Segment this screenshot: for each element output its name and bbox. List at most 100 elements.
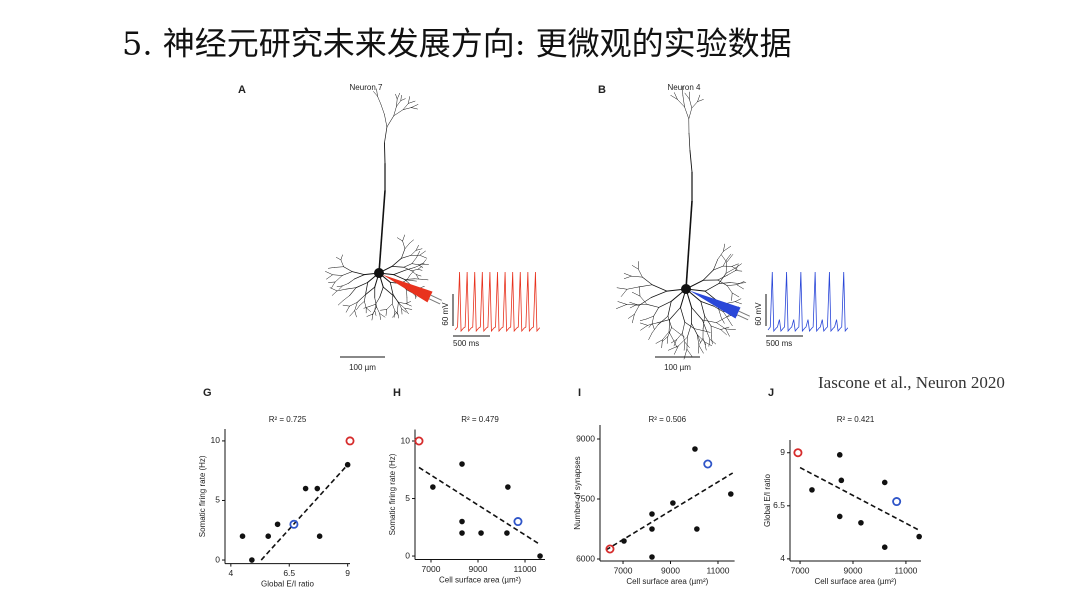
dendrite [653,307,660,317]
dendrite [677,99,685,108]
dendrite [734,301,742,305]
y-tick-label: 9000 [576,433,595,443]
dendrite [340,259,344,267]
dendrite [331,281,336,289]
y-tick-label: 7500 [576,493,595,503]
time-label: 500 ms [766,339,792,348]
dendrite [335,257,342,261]
neuron-figures: 60 mV 500 ms 100 µm A Neuron 7 60 mV 500 ms 100… [238,83,849,372]
dendrite [708,338,711,347]
dendrite [661,339,663,349]
dendrite [421,279,429,281]
dendrite [698,345,704,354]
dendrite [728,319,733,327]
dendrite [391,265,405,268]
dendrite [401,308,407,313]
dendrite [717,274,728,281]
dendrite [405,303,412,307]
dendrite [632,313,635,324]
dendrite [419,250,426,256]
apical-trunk [685,200,693,290]
dendrite [416,250,420,258]
highlight-point [289,519,299,529]
dendrite [410,250,417,256]
dendrite [710,325,721,330]
dendrite [327,267,336,269]
dendrite [673,340,678,348]
dendrite [628,313,635,319]
dendrite [730,282,740,284]
dendrite [380,309,387,311]
dendrite [616,304,628,309]
dendrite [372,306,377,315]
dendrite [415,274,422,277]
dendrite [687,323,692,338]
dendrite [691,307,703,321]
dendrite [620,289,628,297]
dendrite [640,325,648,331]
dendrite [734,298,742,302]
dendrite [342,283,349,287]
dendrite [617,301,628,305]
point [858,519,864,526]
dendrite [680,307,686,323]
point [836,452,843,458]
dendrite [725,261,727,274]
dendrite [725,328,730,337]
dendrite [723,245,732,252]
r-squared: R² = 0.725 [269,415,307,424]
dendrite [389,282,394,295]
panel-letter: H [393,387,401,399]
x-tick-label: 7000 [614,565,633,575]
dendrite [702,319,717,323]
dendrite [726,285,733,294]
dendrite [404,242,410,249]
point [916,533,922,540]
dendrite [639,322,648,326]
point [302,485,309,492]
dendrite [709,338,717,345]
dendrite [734,263,742,269]
dendrite [646,304,660,308]
dendrite [405,267,416,271]
dendrite [393,274,406,280]
dendrite [405,301,411,304]
voltage-trace [767,271,849,333]
dendrite [650,290,668,298]
dendrite [662,331,670,341]
dendrite [411,269,418,272]
dendrite [376,88,378,97]
dendrite [688,132,691,151]
dendrite [393,310,396,318]
time-label: 500 ms [453,339,479,348]
dendrite [683,348,688,360]
point [670,500,676,506]
dendrite [341,271,353,276]
dendrite [713,265,724,271]
dendrite [364,301,367,309]
point [478,530,484,536]
dendrite [731,263,739,267]
dendrite [634,305,640,315]
dendrite [371,313,374,321]
dendrite [727,270,736,276]
highlight-point [513,517,523,527]
dendrite [343,266,353,272]
dendrite [396,98,398,107]
dendrite [623,275,632,279]
dendrite [671,327,679,334]
dendrite [723,311,729,320]
dendrite [379,313,381,320]
dendrite [667,300,672,317]
highlight-point [793,448,803,458]
dendrite [667,327,672,337]
dendrite [354,310,357,318]
pipette-core [737,311,750,320]
dendrite [409,239,414,244]
dendrite [392,303,396,312]
dendrite [418,262,425,265]
dendrite [356,305,360,311]
dendrite [702,269,714,281]
dendrite [639,318,647,321]
dendrite [348,278,355,284]
